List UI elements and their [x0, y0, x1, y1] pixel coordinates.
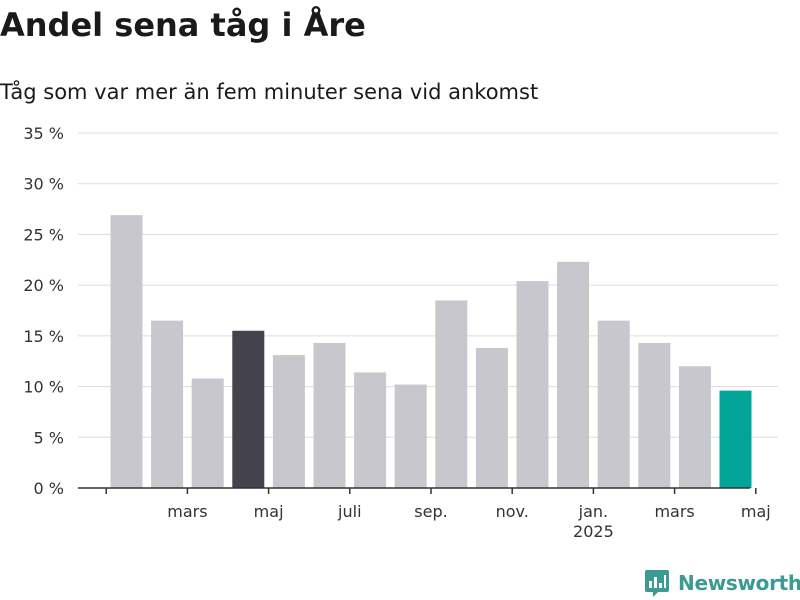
- y-tick-label: 35 %: [23, 124, 64, 143]
- newsworthy-logo-icon: [645, 570, 669, 597]
- bar: [475, 348, 508, 488]
- y-tick-label: 10 %: [23, 378, 64, 397]
- y-tick-label: 30 %: [23, 175, 64, 194]
- bar: [354, 372, 387, 488]
- x-tick-label: mars: [167, 502, 207, 521]
- x-tick-label: juli: [337, 502, 361, 521]
- x-tick-label: maj: [254, 502, 284, 521]
- newsworthy-brand-text: Newsworthy: [678, 571, 800, 595]
- x-tick-year-label: 2025: [573, 522, 614, 541]
- y-tick-label: 0 %: [34, 479, 64, 498]
- y-tick-label: 5 %: [34, 428, 64, 447]
- y-tick-label: 20 %: [23, 276, 64, 295]
- x-tick-label: mars: [654, 502, 694, 521]
- bar: [435, 300, 468, 488]
- bar: [394, 384, 427, 488]
- x-tick-label: sep.: [414, 502, 447, 521]
- bar: [719, 390, 752, 488]
- bar: [313, 342, 346, 488]
- chart-subtitle: Tåg som var mer än fem minuter sena vid …: [0, 80, 539, 104]
- bar: [151, 320, 184, 488]
- bar: [110, 215, 143, 488]
- y-tick-label: 15 %: [23, 327, 64, 346]
- bar: [272, 355, 305, 488]
- x-tick-label: jan.: [578, 502, 608, 521]
- bar: [678, 366, 711, 488]
- bar: [597, 320, 630, 488]
- x-tick-label: nov.: [496, 502, 529, 521]
- bar: [557, 261, 590, 488]
- newsworthy-logo: Newsworthy: [644, 568, 800, 598]
- bar: [191, 378, 224, 488]
- x-tick-label: maj: [741, 502, 771, 521]
- y-tick-label: 25 %: [23, 225, 64, 244]
- bar: [232, 330, 265, 488]
- bar: [516, 281, 549, 488]
- bar: [638, 342, 671, 488]
- chart-title: Andel sena tåg i Åre: [0, 6, 366, 44]
